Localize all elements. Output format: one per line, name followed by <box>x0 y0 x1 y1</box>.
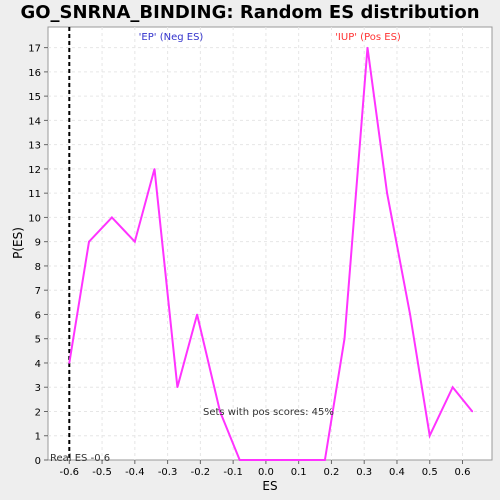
x-tick-label: 0.1 <box>291 467 307 478</box>
series-point <box>134 240 136 243</box>
series-point <box>304 459 307 461</box>
series-point <box>386 192 388 194</box>
series-point <box>409 313 411 316</box>
plot-area <box>47 26 493 461</box>
y-tick-label: 8 <box>35 262 41 273</box>
y-tick-label: 16 <box>28 68 41 79</box>
y-tick-label: 6 <box>35 310 41 321</box>
y-tick-label: 11 <box>28 189 41 200</box>
chart-title: GO_SNRNA_BINDING: Random ES distribution <box>20 2 479 23</box>
series-line <box>68 47 474 461</box>
y-tick-label: 2 <box>35 407 41 418</box>
y-tick-label: 4 <box>35 359 41 370</box>
series-point <box>111 216 113 219</box>
y-tick-label: 1 <box>35 432 41 443</box>
series-point <box>471 410 474 413</box>
series-point <box>451 386 454 389</box>
series-point <box>366 46 369 49</box>
y-tick-label: 14 <box>28 116 41 127</box>
y-tick-label: 0 <box>35 456 41 467</box>
series-point <box>196 313 198 316</box>
y-tick-label: 17 <box>28 44 41 55</box>
y-tick-label: 7 <box>35 286 41 297</box>
neg-es-label: 'EP' (Neg ES) <box>139 32 204 43</box>
x-tick-label: -0.3 <box>158 467 178 478</box>
series-point <box>238 459 241 461</box>
series-point <box>68 362 71 364</box>
y-tick-label: 13 <box>28 141 41 152</box>
series-point <box>153 168 156 170</box>
x-tick-label: 0.3 <box>356 467 372 478</box>
x-tick-label: -0.5 <box>92 467 112 478</box>
series-point <box>281 459 284 461</box>
pos-scores-annotation: Sets with pos scores: 45% <box>203 407 334 418</box>
x-tick-label: 0.0 <box>258 467 274 478</box>
series-point <box>343 337 346 340</box>
y-tick-label: 9 <box>35 238 41 249</box>
pos-es-label: 'IUP' (Pos ES) <box>335 32 401 43</box>
real-es-label: Real ES -0.6 <box>50 453 110 464</box>
y-axis-label: P(ES) <box>11 227 25 259</box>
x-tick-label: 0.6 <box>455 467 471 478</box>
series-point <box>219 410 221 413</box>
series-point <box>261 459 264 461</box>
series-point <box>428 434 431 437</box>
x-tick-label: -0.4 <box>125 467 145 478</box>
x-tick-label: 0.5 <box>422 467 438 478</box>
y-tick-label: 12 <box>28 165 41 176</box>
x-axis-label: ES <box>262 479 277 493</box>
y-tick-label: 5 <box>35 335 41 346</box>
y-tick-label: 15 <box>28 92 41 103</box>
y-tick-label: 10 <box>28 213 41 224</box>
x-tick-label: -0.6 <box>60 467 80 478</box>
y-tick-label: 3 <box>35 383 41 394</box>
series-point <box>88 240 90 243</box>
x-tick-label: 0.4 <box>389 467 405 478</box>
x-tick-label: -0.1 <box>223 467 243 478</box>
x-tick-label: 0.2 <box>323 467 339 478</box>
x-tick-label: -0.2 <box>191 467 211 478</box>
series-points <box>68 46 474 461</box>
series-point <box>324 459 326 461</box>
series-point <box>176 386 179 389</box>
